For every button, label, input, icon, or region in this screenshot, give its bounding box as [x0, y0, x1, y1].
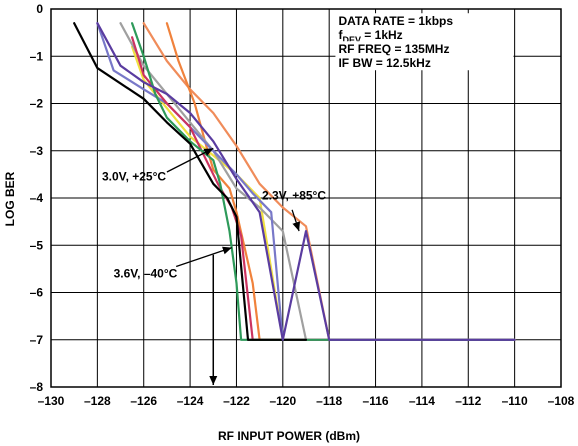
x-tick-label: –112 [455, 394, 481, 408]
x-tick-label: –124 [177, 394, 204, 408]
series-line-9 [96, 22, 516, 341]
y-tick-label: –5 [30, 238, 44, 252]
x-axis-title: RF INPUT POWER (dBm) [218, 429, 360, 443]
info-line: RF FREQ = 135MHz [338, 42, 449, 56]
tick-labels: –130 –128 –126 –124 –122 –120 –118 –116 –114 –112… [30, 2, 575, 408]
x-tick-label: –118 [316, 394, 342, 408]
info-line: IF BW = 12.5kHz [338, 56, 430, 70]
y-tick-label: 0 [36, 2, 43, 16]
y-tick-label: –8 [30, 380, 44, 394]
x-tick-label: –114 [409, 394, 435, 408]
annotation-label: 2.3V, +85°C [262, 189, 326, 203]
x-tick-label: –110 [502, 394, 528, 408]
y-tick-label: –4 [30, 191, 44, 205]
y-axis-title: LOG BER [3, 171, 17, 226]
y-tick-label: –1 [30, 49, 44, 63]
x-tick-label: –108 [548, 394, 575, 408]
info-bg [335, 41, 514, 57]
y-tick-label: –6 [30, 286, 44, 300]
x-tick-label: –116 [363, 394, 389, 408]
plot-border [50, 8, 562, 388]
info-line: DATA RATE = 1kbps [338, 14, 453, 28]
y-tick-label: –2 [30, 97, 44, 111]
annotation-arrow [175, 246, 233, 268]
x-tick-label: –126 [130, 394, 157, 408]
plot-frame [50, 8, 562, 388]
info-bg [335, 55, 514, 71]
series-group [73, 22, 516, 341]
x-tick-label: –120 [269, 394, 296, 408]
series-line-8 [73, 22, 308, 341]
x-tick-label: –122 [223, 394, 250, 408]
annotation-arrow [291, 209, 301, 232]
info-bg [335, 27, 514, 43]
annotations: 3.0V, +25°C 2.3V, +85°C 3.6V, –40°C [102, 147, 326, 385]
y-tick-label: –7 [30, 333, 44, 347]
annotation-label: 3.0V, +25°C [102, 170, 166, 184]
info-bg [335, 13, 514, 29]
x-tick-label: –128 [84, 394, 111, 408]
y-tick-label: –3 [30, 144, 44, 158]
annotation-arrow [166, 147, 214, 173]
x-tick-label: –130 [38, 394, 65, 408]
annotation-label: 3.6V, –40°C [114, 267, 178, 281]
